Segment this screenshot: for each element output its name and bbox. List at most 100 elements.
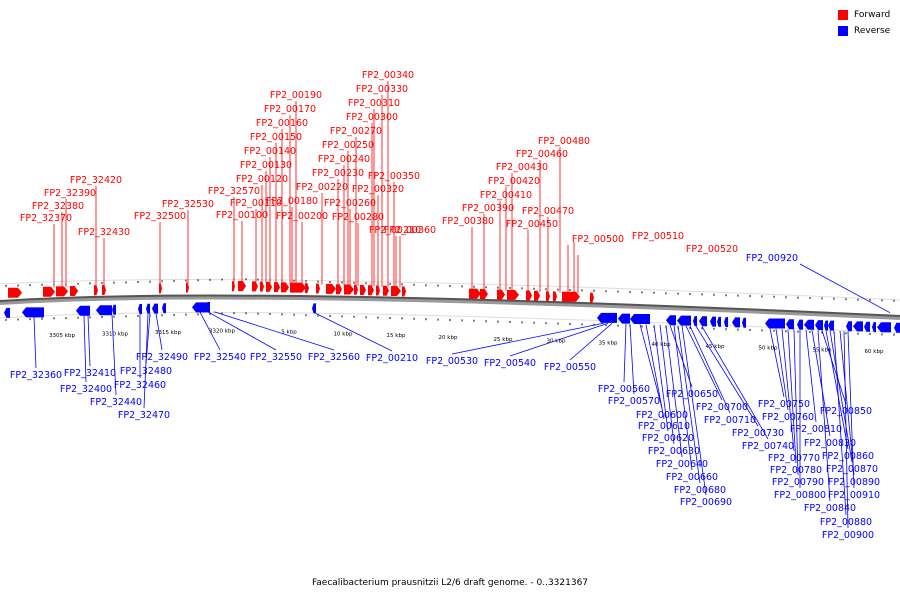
reverse-gene-arrow	[846, 321, 852, 332]
forward-gene-arrow	[260, 281, 264, 292]
scale-label: 35 kbp	[599, 340, 618, 346]
forward-gene-arrow	[354, 284, 358, 295]
reverse-gene-arrow	[877, 322, 891, 333]
reverse-gene-label: FP2_00920	[746, 253, 798, 264]
forward-gene-arrow	[469, 288, 481, 299]
reverse-gene-label: FP2_00680	[674, 485, 726, 496]
reverse-gene-label: FP2_00710	[704, 415, 756, 426]
forward-gene-label: FP2_00110	[230, 198, 282, 209]
reverse-label-leader	[799, 263, 891, 314]
reverse-gene-label: FP2_32490	[136, 352, 188, 363]
scale-label: 25 kbp	[494, 337, 513, 343]
forward-gene-label: FP2_00190	[270, 90, 322, 101]
backbone-line	[0, 294, 900, 317]
forward-gene-arrow	[391, 286, 401, 297]
forward-gene-arrow	[553, 291, 557, 302]
forward-gene-arrow	[326, 283, 336, 294]
forward-gene-arrow	[562, 291, 580, 302]
scale-label: 10 kbp	[334, 331, 353, 337]
forward-gene-label: FP2_32370	[20, 213, 72, 224]
forward-gene-arrow	[534, 290, 540, 301]
forward-gene-label: FP2_00140	[244, 146, 296, 157]
forward-gene-label: FP2_32430	[78, 227, 130, 238]
legend-reverse-swatch	[838, 26, 848, 36]
forward-gene-label: FP2_32530	[162, 199, 214, 210]
reverse-gene-arrow	[786, 319, 794, 330]
reverse-gene-arrow	[853, 321, 863, 332]
scale-label: 15 kbp	[387, 333, 406, 339]
reverse-gene-arrow	[765, 318, 785, 329]
reverse-label-leader	[701, 326, 769, 440]
reverse-gene-arrow	[312, 303, 316, 314]
reverse-gene-arrow	[824, 320, 828, 331]
reverse-label-leader	[111, 314, 117, 396]
reverse-gene-label: FP2_00530	[426, 356, 478, 367]
reverse-gene-arrow	[864, 321, 870, 332]
reverse-track-guide	[0, 312, 900, 334]
reverse-label-leader	[639, 324, 663, 409]
scale-label: 50 kbp	[759, 346, 778, 352]
forward-gene-label: FP2_00470	[522, 206, 574, 217]
forward-gene-label: FP2_00340	[362, 70, 414, 81]
scale-label: 55 kbp	[813, 347, 832, 353]
reverse-gene-label: FP2_00870	[826, 464, 878, 475]
reverse-gene-label: FP2_00550	[544, 362, 596, 373]
scale-label: 45 kbp	[706, 344, 725, 350]
forward-gene-label: FP2_32380	[32, 201, 84, 212]
forward-gene-label: FP2_00120	[236, 174, 288, 185]
reverse-label-leader	[817, 330, 831, 502]
reverse-gene-arrow	[146, 303, 150, 314]
forward-gene-label: FP2_00240	[318, 154, 370, 165]
reverse-gene-label: FP2_32460	[114, 380, 166, 391]
reverse-gene-label: FP2_00660	[666, 472, 718, 483]
forward-gene-arrow	[281, 282, 289, 293]
forward-gene-label: FP2_00180	[266, 196, 318, 207]
reverse-gene-arrow	[162, 303, 166, 314]
forward-gene-label: FP2_00210	[369, 225, 421, 236]
reverse-gene-label: FP2_00620	[642, 433, 694, 444]
reverse-gene-label: FP2_00700	[696, 402, 748, 413]
forward-gene-label: FP2_00100	[216, 210, 268, 221]
reverse-label-leader	[87, 315, 91, 367]
reverse-label-leader	[623, 323, 627, 383]
reverse-gene-label: FP2_32550	[250, 352, 302, 363]
scale-label: 40 kbp	[652, 342, 671, 348]
legend-forward-swatch	[838, 10, 848, 20]
reverse-gene-label: FP2_32360	[10, 370, 62, 381]
reverse-gene-label: FP2_00780	[770, 465, 822, 476]
reverse-gene-label: FP2_32440	[90, 397, 142, 408]
forward-gene-label: FP2_32420	[70, 175, 122, 186]
reverse-gene-arrow	[828, 320, 834, 331]
forward-gene-label: FP2_00350	[368, 171, 420, 182]
forward-gene-label: FP2_00200	[276, 211, 328, 222]
reverse-gene-arrow	[894, 322, 900, 333]
backbone-shadow	[0, 295, 900, 320]
reverse-label-leader	[769, 328, 785, 398]
reverse-gene-arrow	[699, 316, 707, 327]
reverse-gene-label: FP2_00730	[732, 428, 784, 439]
reverse-gene-arrow	[152, 303, 158, 314]
reverse-label-leader	[451, 322, 605, 355]
reverse-label-leader	[199, 311, 221, 351]
forward-gene-arrow	[252, 281, 258, 292]
reverse-gene-arrow	[4, 307, 10, 318]
forward-gene-arrow	[480, 289, 488, 299]
forward-gene-arrow	[316, 283, 320, 294]
reverse-label-leader	[315, 313, 393, 352]
reverse-label-leader	[833, 330, 847, 516]
reverse-gene-arrow	[666, 315, 676, 326]
forward-gene-label: FP2_00480	[538, 136, 590, 147]
reverse-gene-arrow	[618, 313, 630, 324]
reverse-label-leader	[829, 330, 853, 463]
forward-gene-label: FP2_00270	[330, 126, 382, 137]
forward-gene-arrow	[159, 283, 162, 294]
forward-gene-label: FP2_00450	[506, 219, 558, 230]
scale-label: 3320 kbp	[209, 329, 235, 335]
reverse-gene-label: FP2_00800	[774, 490, 826, 501]
forward-gene-arrow	[546, 291, 550, 302]
forward-gene-arrow	[232, 281, 235, 292]
reverse-gene-label: FP2_00560	[598, 384, 650, 395]
reverse-label-leader	[665, 325, 683, 458]
reverse-gene-label: FP2_00750	[758, 399, 810, 410]
forward-gene-arrow	[102, 285, 106, 296]
